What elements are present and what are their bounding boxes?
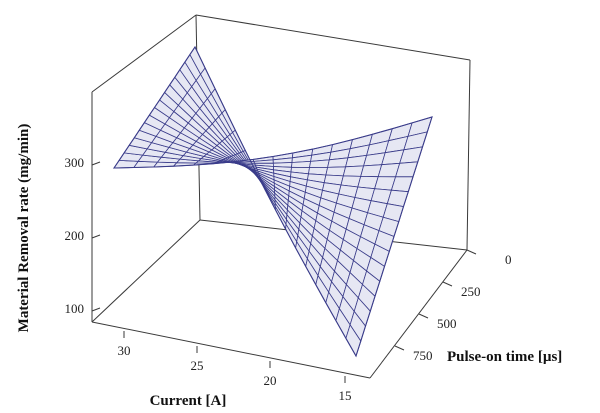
y-axis-tick-label: 750 [413, 348, 433, 363]
frame-floor-left-edge [91, 219, 201, 323]
surface-cell [325, 166, 347, 177]
frame-back-left-edge [91, 14, 197, 93]
z-axis-tick [91, 234, 101, 239]
surface-cell [390, 176, 414, 193]
x-axis-tick-label: 30 [118, 343, 131, 358]
frame-floor-front-edge [91, 321, 371, 379]
y-axis-tick [466, 249, 477, 255]
y-axis-tick-label: 500 [437, 316, 457, 331]
frame-back-top-edge [195, 14, 471, 61]
y-axis-tick-label: 0 [505, 252, 512, 267]
y-axis-tick [442, 281, 453, 287]
y-axis-tick [394, 345, 405, 351]
z-axis-label: Material Removal rate (mg/min) [16, 124, 32, 333]
z-axis-tick-label: 100 [65, 301, 85, 316]
x-axis-tick-label: 25 [191, 358, 204, 373]
response-surface [112, 45, 433, 358]
surface-outline [112, 45, 433, 358]
z-axis-tick [91, 307, 101, 312]
x-axis-tick-label: 20 [264, 373, 277, 388]
z-axis-tick-label: 200 [65, 228, 85, 243]
surface-cell [309, 159, 330, 169]
frame-floor-right-edge [369, 249, 468, 379]
surface-cell [291, 160, 312, 169]
frame-back-right-edge [466, 59, 471, 251]
z-axis-tick-label: 300 [65, 155, 85, 170]
y-axis-tick-label: 250 [461, 284, 481, 299]
x-axis-tick-label: 15 [339, 388, 352, 403]
y-axis-label: Pulse-on time [µs] [447, 349, 562, 365]
z-axis-tick [91, 161, 101, 166]
y-axis-tick [418, 313, 429, 319]
axis-ticks: 100 200 300 30 25 20 15 0 250 500 750 [65, 155, 512, 403]
surface-cell [342, 165, 365, 177]
x-axis-label: Current [A] [150, 393, 227, 409]
